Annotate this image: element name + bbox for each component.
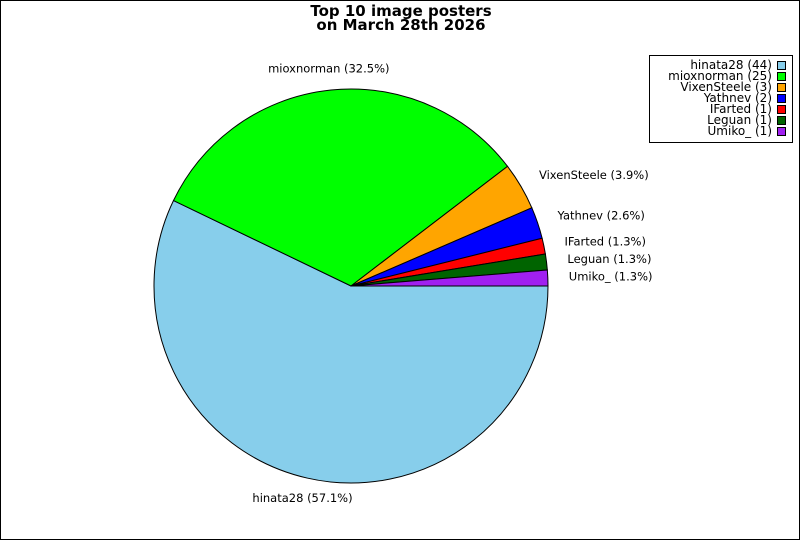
legend-label: IFarted (1) [709,102,772,116]
legend-label: mioxnorman (25) [668,69,772,83]
legend-swatch [777,116,786,125]
legend-item-umiko-: Umiko_ (1) [707,124,786,138]
legend-item-vixensteele: VixenSteele (3) [680,80,786,94]
legend-swatch [777,94,786,103]
legend-label: hinata28 (44) [690,58,772,72]
legend-item-leguan: Leguan (1) [707,113,786,127]
slice-label-umiko-: Umiko_ (1.3%) [569,270,653,284]
legend-label: VixenSteele (3) [680,80,772,94]
legend-item-hinata28: hinata28 (44) [690,58,786,72]
legend-swatch [777,127,786,136]
legend-label: Leguan (1) [707,113,772,127]
chart-title-line-2: on March 28th 2026 [316,16,486,34]
pie-slice-mioxnorman [172,88,509,287]
slice-label-ifarted: IFarted (1.3%) [565,234,646,248]
chart-title-line-1: Top 10 image posters [310,2,492,20]
legend-item-mioxnorman: mioxnorman (25) [668,69,786,83]
slice-label-mioxnorman: mioxnorman (32.5%) [268,62,389,76]
legend-swatch [777,72,786,81]
legend-item-yathnev: Yathnev (2) [703,91,786,105]
slice-label-hinata28: hinata28 (57.1%) [252,491,352,505]
legend-swatch [777,83,786,92]
pie-slice-hinata28 [153,199,549,484]
slice-label-vixensteele: VixenSteele (3.9%) [539,168,649,182]
legend-swatch [777,61,786,70]
slice-label-yathnev: Yathnev (2.6%) [557,209,645,223]
chart-legend: hinata28 (44) mioxnorman (25) VixenSteele … [649,55,793,143]
legend-label: Umiko_ (1) [707,124,772,138]
legend-swatch [777,105,786,114]
legend-label: Yathnev (2) [703,91,772,105]
slice-label-leguan: Leguan (1.3%) [567,252,651,266]
legend-item-ifarted: IFarted (1) [709,102,786,116]
pie-slice-umiko- [350,269,549,287]
